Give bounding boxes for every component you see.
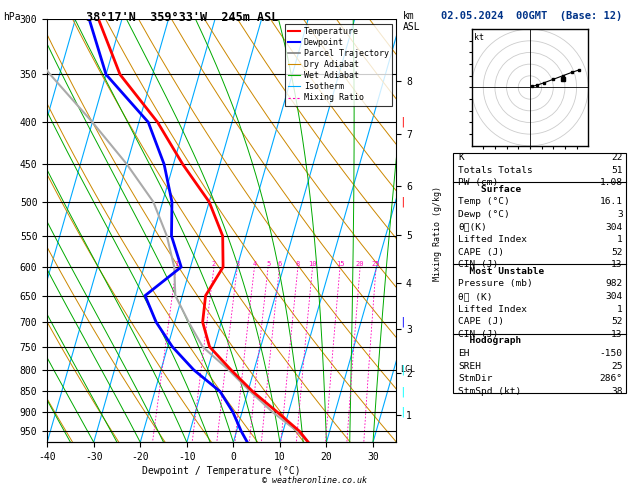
Text: |: |: [399, 407, 406, 417]
Text: StmDir: StmDir: [458, 374, 493, 383]
Text: Surface: Surface: [458, 185, 521, 194]
Text: |: |: [399, 364, 406, 375]
Text: |: |: [399, 117, 406, 127]
Text: Lifted Index: Lifted Index: [458, 235, 527, 244]
Text: θᴄ(K): θᴄ(K): [458, 223, 487, 232]
Text: 2: 2: [212, 261, 216, 267]
Text: 52: 52: [611, 248, 623, 257]
Text: Mixing Ratio (g/kg): Mixing Ratio (g/kg): [433, 186, 442, 281]
Text: CIN (J): CIN (J): [458, 330, 498, 339]
Text: |: |: [399, 317, 406, 328]
Text: 304: 304: [606, 292, 623, 301]
Text: Hodograph: Hodograph: [458, 336, 521, 346]
Text: CIN (J): CIN (J): [458, 260, 498, 270]
Text: θᴄ (K): θᴄ (K): [458, 292, 493, 301]
Text: 304: 304: [606, 223, 623, 232]
Text: -150: -150: [599, 349, 623, 358]
Text: 1.08: 1.08: [599, 178, 623, 188]
Text: km
ASL: km ASL: [403, 11, 420, 32]
Text: 6: 6: [277, 261, 282, 267]
Text: 13: 13: [611, 330, 623, 339]
Text: 51: 51: [611, 166, 623, 175]
Text: hPa: hPa: [3, 12, 21, 22]
Text: 8: 8: [296, 261, 300, 267]
Text: CAPE (J): CAPE (J): [458, 317, 504, 327]
Text: 38°17'N  359°33'W  245m ASL: 38°17'N 359°33'W 245m ASL: [86, 11, 279, 24]
Text: K: K: [458, 153, 464, 162]
Text: PW (cm): PW (cm): [458, 178, 498, 188]
Text: 3: 3: [617, 210, 623, 219]
Text: 02.05.2024  00GMT  (Base: 12): 02.05.2024 00GMT (Base: 12): [441, 11, 622, 21]
Text: Most Unstable: Most Unstable: [458, 267, 544, 276]
Text: 22: 22: [611, 153, 623, 162]
Text: 10: 10: [308, 261, 317, 267]
Text: 13: 13: [611, 260, 623, 270]
Text: SREH: SREH: [458, 362, 481, 371]
Text: 25: 25: [372, 261, 381, 267]
Text: Pressure (mb): Pressure (mb): [458, 279, 533, 289]
Text: 15: 15: [336, 261, 344, 267]
Text: StmSpd (kt): StmSpd (kt): [458, 387, 521, 396]
Text: 20: 20: [356, 261, 364, 267]
Text: 25: 25: [611, 362, 623, 371]
Text: CAPE (J): CAPE (J): [458, 248, 504, 257]
Text: 1: 1: [174, 261, 179, 267]
Text: LCL: LCL: [400, 365, 415, 374]
Text: |: |: [399, 197, 406, 207]
Text: 1: 1: [617, 305, 623, 314]
Text: Dewp (°C): Dewp (°C): [458, 210, 509, 219]
Text: 52: 52: [611, 317, 623, 327]
Text: 38: 38: [611, 387, 623, 396]
Text: |: |: [399, 386, 406, 397]
Text: 3: 3: [235, 261, 240, 267]
Text: 4: 4: [252, 261, 257, 267]
Text: 5: 5: [266, 261, 270, 267]
Text: Temp (°C): Temp (°C): [458, 197, 509, 207]
Text: 1: 1: [617, 235, 623, 244]
Text: 286°: 286°: [599, 374, 623, 383]
Text: 982: 982: [606, 279, 623, 289]
Legend: Temperature, Dewpoint, Parcel Trajectory, Dry Adiabat, Wet Adiabat, Isotherm, Mi: Temperature, Dewpoint, Parcel Trajectory…: [284, 24, 392, 106]
Text: © weatheronline.co.uk: © weatheronline.co.uk: [262, 476, 367, 485]
Text: 16.1: 16.1: [599, 197, 623, 207]
X-axis label: Dewpoint / Temperature (°C): Dewpoint / Temperature (°C): [142, 466, 301, 476]
Text: kt: kt: [474, 33, 484, 42]
Text: Totals Totals: Totals Totals: [458, 166, 533, 175]
Text: EH: EH: [458, 349, 469, 358]
Text: Lifted Index: Lifted Index: [458, 305, 527, 314]
